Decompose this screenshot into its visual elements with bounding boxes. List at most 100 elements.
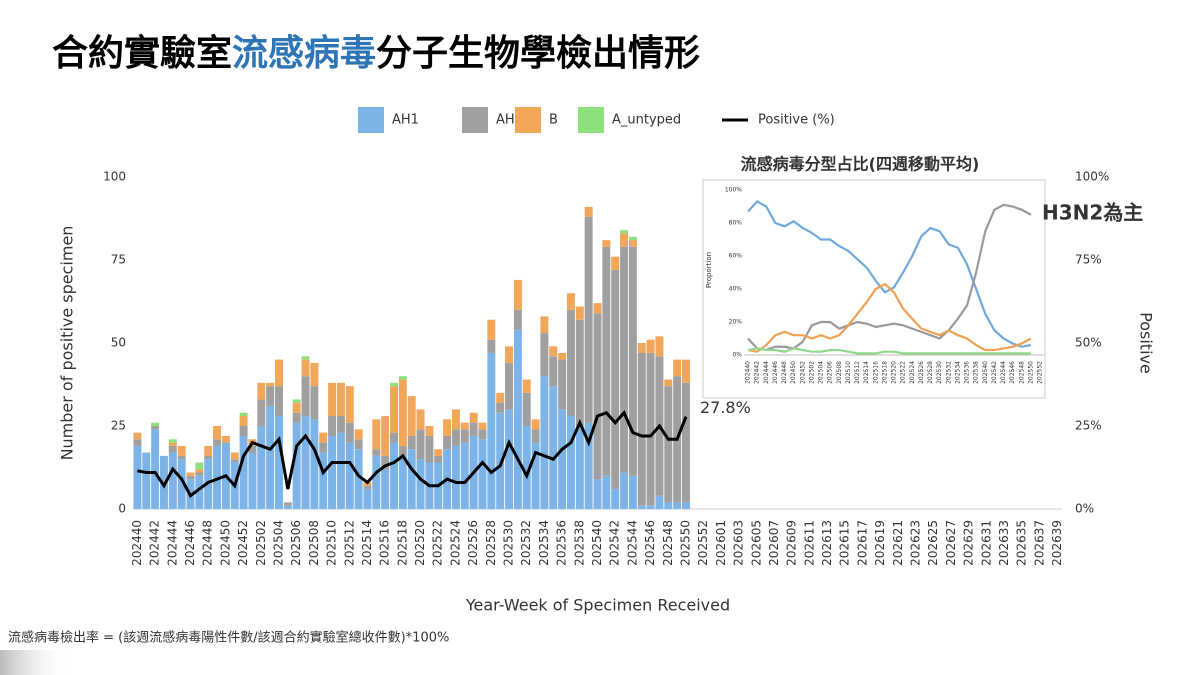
x-axis-title: Year-Week of Specimen Received: [465, 596, 730, 615]
x-tick-label: 202615: [838, 520, 852, 566]
x-tick-label: 202546: [643, 520, 657, 566]
bar-segment: [655, 495, 664, 509]
bar-segment: [345, 442, 354, 509]
inset-x-tick-label: 202538: [973, 361, 980, 384]
bar-segment: [487, 339, 496, 353]
x-tick-label: 202504: [271, 520, 285, 566]
bar-segment: [584, 216, 593, 423]
x-tick-label: 202605: [749, 520, 763, 566]
bar-segment: [266, 386, 275, 407]
footnote: 流感病毒檢出率 = (該週流感病毒陽性件數/該週合約實驗室總收件數)*100%: [8, 630, 449, 646]
bar-segment: [416, 409, 425, 430]
bar-segment: [328, 435, 337, 509]
bar-segment: [487, 319, 496, 340]
x-tick-label: 202444: [165, 520, 179, 566]
bar-segment: [566, 293, 575, 310]
inset-x-tick-label: 202526: [918, 361, 925, 384]
bar-segment: [469, 422, 478, 436]
bar-segment: [275, 359, 283, 387]
x-tick-label: 202611: [802, 520, 816, 566]
inset-y-tick-label: 0%: [732, 352, 742, 359]
x-tick-label: 202627: [944, 520, 958, 566]
inset-line: [747, 282, 1032, 353]
bar-segment: [142, 452, 151, 509]
bar-segment: [195, 475, 204, 509]
bar-segment: [177, 455, 186, 460]
x-tick-label: 202617: [855, 520, 869, 566]
x-tick-label: 202448: [201, 520, 215, 566]
y-tick-label: 0: [118, 502, 126, 516]
x-tick-label: 202522: [431, 520, 445, 566]
bar-segment: [390, 442, 398, 509]
x-tick-label: 202601: [714, 520, 728, 566]
bar-segment: [558, 409, 567, 509]
x-tick-label: 202536: [555, 520, 569, 566]
bar-segment: [328, 416, 337, 436]
y2-tick-label: 100%: [1075, 170, 1109, 184]
bar-segment: [416, 429, 425, 460]
bar-segment: [478, 439, 487, 509]
x-tick-label: 202508: [307, 520, 321, 566]
y-tick-label: 75: [111, 253, 126, 267]
bar-segment: [248, 452, 257, 509]
x-tick-label: 202637: [1032, 520, 1046, 566]
bar-segment: [372, 455, 381, 509]
inset-x-tick-label: 202522: [900, 361, 907, 384]
title-part: 流感病毒: [232, 33, 376, 74]
bar-segment: [673, 502, 682, 509]
bar-segment: [381, 455, 390, 470]
x-tick-label: 202621: [891, 520, 905, 566]
x-tick-label: 202609: [785, 520, 799, 566]
x-tick-label: 202532: [519, 520, 533, 566]
bar-segment: [239, 435, 248, 509]
bar-segment: [168, 452, 177, 509]
x-tick-label: 202625: [926, 520, 940, 566]
inset-x-tick-label: 202510: [845, 361, 852, 384]
bar-segment: [620, 233, 629, 247]
y2-axis-title: Positive: [1137, 312, 1156, 374]
bar-segment: [177, 445, 186, 456]
inset-x-tick-label: 202548: [1018, 361, 1025, 384]
bar-segment: [681, 359, 690, 383]
bar-segment: [549, 346, 558, 357]
bar-segment: [336, 432, 345, 509]
bar-segment: [655, 336, 664, 357]
bar-segment: [266, 406, 275, 509]
inset-x-tick-label: 202542: [991, 361, 998, 384]
x-tick-label: 202452: [236, 520, 250, 566]
bar-segment: [540, 316, 549, 334]
legend-swatch: [515, 107, 541, 133]
x-tick-label: 202629: [962, 520, 976, 566]
bar-segment: [195, 462, 204, 470]
bar-segment: [195, 472, 204, 476]
bar-segment: [292, 422, 301, 509]
bar-segment: [345, 386, 354, 423]
x-tick-label: 202518: [395, 520, 409, 566]
bar-segment: [390, 382, 398, 387]
x-tick-label: 202446: [183, 520, 197, 566]
bar-segment: [230, 452, 239, 460]
bar-segment: [372, 449, 381, 456]
x-tick-label: 202631: [979, 520, 993, 566]
bar-segment: [425, 435, 434, 463]
bar-segment: [319, 442, 328, 453]
inset-x-tick-label: 202536: [964, 361, 971, 384]
bar-segment: [310, 362, 319, 387]
bar-segment: [434, 455, 443, 463]
bar-segment: [575, 319, 584, 426]
inset-x-tick-label: 202506: [827, 361, 834, 384]
bar-segment: [496, 412, 505, 509]
bar-segment: [593, 479, 602, 509]
bar-segment: [221, 435, 230, 443]
bar-segment: [151, 429, 160, 509]
bar-segment: [390, 432, 398, 443]
bar-segment: [275, 386, 283, 417]
bar-segment: [611, 256, 620, 270]
bar-segment: [611, 269, 620, 490]
bar-segment: [301, 359, 310, 377]
bar-segment: [496, 392, 505, 403]
bar-segment: [637, 343, 646, 353]
bar-segment: [328, 382, 337, 417]
inset-x-tick-label: 202524: [909, 361, 916, 384]
x-tick-label: 202524: [448, 520, 462, 566]
